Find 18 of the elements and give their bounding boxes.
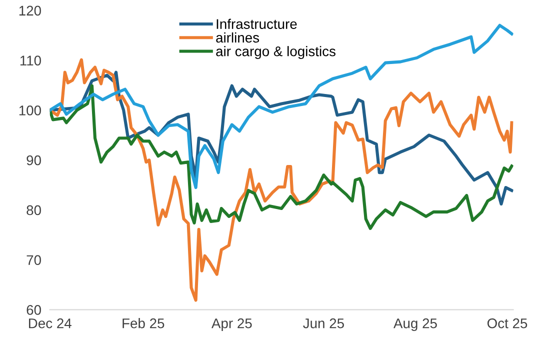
legend-label: air cargo & logistics bbox=[216, 46, 336, 60]
x-tick-label: Dec 24 bbox=[29, 318, 72, 328]
legend-label: Infrastructure bbox=[216, 18, 297, 29]
line-series bbox=[50, 84, 514, 230]
line-series bbox=[50, 58, 514, 302]
y-tick-label: 120 bbox=[19, 6, 41, 16]
x-tick-label: Oct 25 bbox=[487, 318, 528, 328]
y-tick-label: 100 bbox=[19, 106, 41, 116]
x-tick-label: Aug 25 bbox=[393, 318, 437, 331]
legend-label: airlines bbox=[216, 32, 260, 43]
y-tick-label: 110 bbox=[20, 56, 41, 66]
y-tick-label: 90 bbox=[26, 155, 41, 166]
x-tick-label: Apr 25 bbox=[211, 318, 252, 331]
y-tick-label: 80 bbox=[26, 205, 41, 216]
y-tick-label: 70 bbox=[26, 255, 41, 266]
y-tick-label: 60 bbox=[26, 305, 41, 315]
x-tick-label: Feb 25 bbox=[122, 318, 164, 328]
x-tick-label: Jun 25 bbox=[303, 318, 344, 328]
